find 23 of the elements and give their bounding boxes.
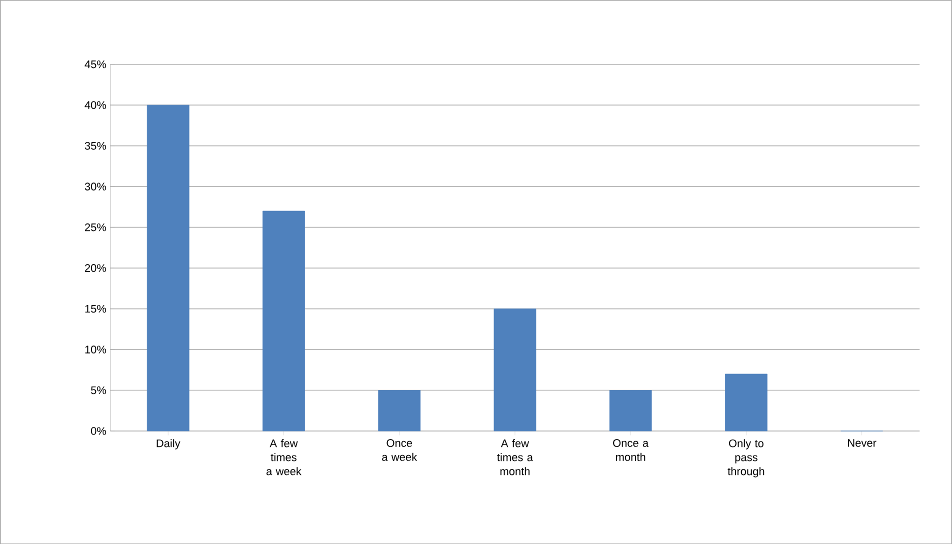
bar	[146, 104, 190, 432]
y-tick-label: 20%	[85, 264, 106, 272]
bar	[262, 210, 305, 432]
x-tick-label: Daily	[156, 439, 180, 450]
x-tick-label: A few times a month	[497, 439, 533, 476]
x-tick-label: Once a month	[613, 439, 649, 461]
y-tick-label: 30%	[84, 182, 106, 190]
y-tick-label: 10%	[85, 346, 106, 354]
y-tick-label: 45%	[84, 60, 106, 68]
y-tick-label: 25%	[85, 223, 106, 232]
x-tick-label: Never	[848, 439, 876, 447]
x-tick-label: Once a week	[382, 439, 418, 461]
y-tick-label: 15%	[85, 304, 106, 313]
bar	[378, 390, 421, 432]
y-tick-label: 0%	[90, 426, 106, 435]
x-tick-label: Only to pass through	[728, 439, 764, 478]
x-tick-label: A few times a week	[266, 439, 302, 476]
bar	[494, 308, 536, 432]
y-tick-label: 35%	[84, 142, 106, 150]
bar	[609, 390, 652, 432]
y-tick-label: 40%	[84, 101, 106, 109]
y-tick-label: 5%	[91, 386, 106, 394]
bar	[725, 374, 768, 432]
